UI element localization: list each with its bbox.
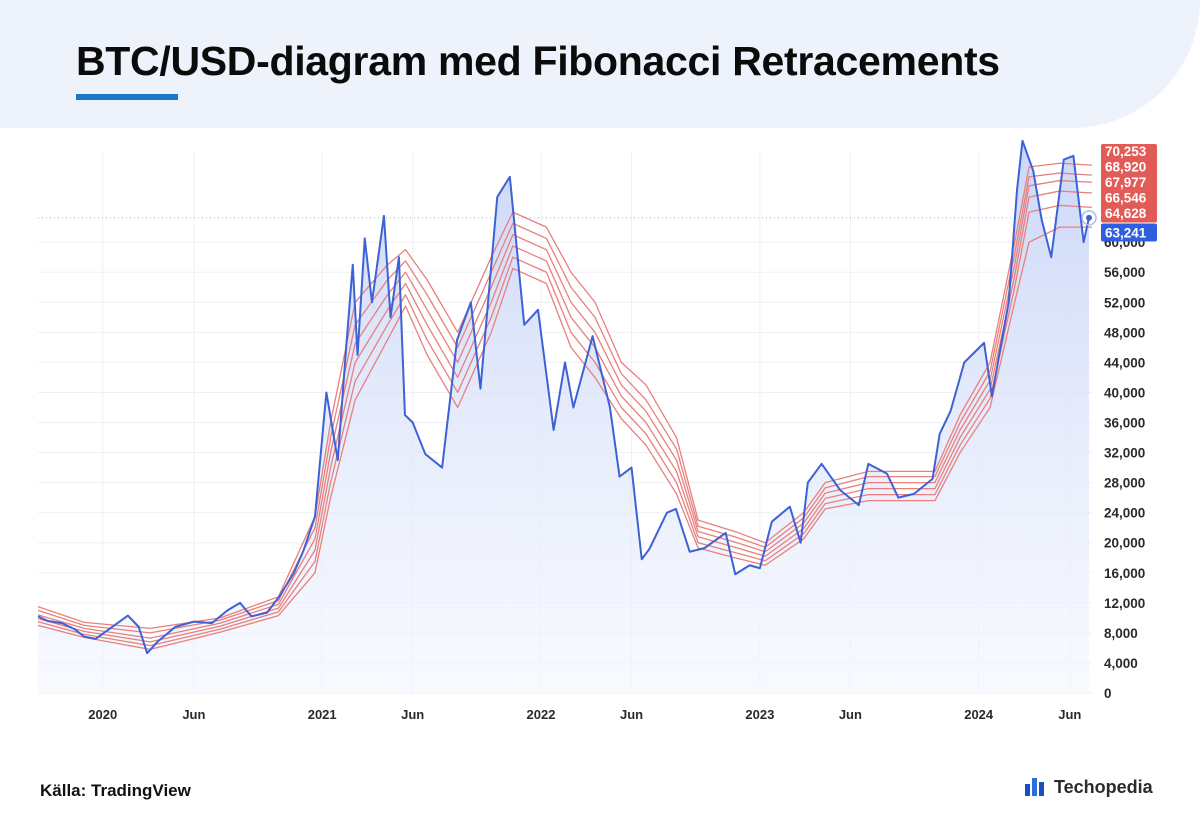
price-line xyxy=(37,139,1090,655)
fib-level-label: 67,977 xyxy=(1105,175,1146,190)
y-tick-label: 4,000 xyxy=(1104,656,1138,671)
y-tick-label: 28,000 xyxy=(1104,476,1145,491)
x-tick-label: 2020 xyxy=(88,707,117,722)
fib-level-label: 64,628 xyxy=(1105,206,1147,221)
x-tick-label: 2021 xyxy=(308,707,337,722)
x-axis: 2020 Jun 2021 Jun 2022 Jun 2023 Jun 2024 Jun xyxy=(88,707,1081,722)
price-area-fill xyxy=(38,140,1090,693)
fib-level-label: 70,253 xyxy=(1105,144,1147,159)
fib-line-2 xyxy=(37,172,1093,634)
x-tick-label: Jun xyxy=(401,707,424,722)
fib-line-1 xyxy=(37,162,1093,630)
current-price-marker xyxy=(1086,214,1093,221)
y-tick-label: 24,000 xyxy=(1104,506,1145,521)
y-tick-label: 12,000 xyxy=(1104,596,1145,611)
fib-badge-stack xyxy=(1101,144,1157,223)
brand-name: Techopedia xyxy=(1054,776,1153,797)
x-tick-label: 2024 xyxy=(964,707,994,722)
y-tick-label: 36,000 xyxy=(1104,416,1145,431)
fib-level-label: 68,920 xyxy=(1105,160,1146,175)
y-tick-label: 52,000 xyxy=(1104,295,1145,310)
fib-line-3 xyxy=(37,179,1093,639)
current-price-badge xyxy=(1101,223,1157,242)
x-tick-label: 2022 xyxy=(527,707,556,722)
btc-fib-chart[interactable]: 2020 Jun 2021 Jun 2022 Jun 2023 Jun 2024 Jun 0 4,0… xyxy=(0,139,1200,740)
y-tick-label: 40,000 xyxy=(1104,385,1145,400)
title-underline xyxy=(76,94,178,100)
x-tick-label: Jun xyxy=(182,707,205,722)
page-title: BTC/USD-diagram med Fibonacci Retracemen… xyxy=(76,38,1000,84)
x-tick-label: Jun xyxy=(839,707,862,722)
fib-level-label: 66,546 xyxy=(1105,191,1147,206)
y-tick-label: 8,000 xyxy=(1104,626,1138,641)
techopedia-logo-icon xyxy=(1025,778,1044,796)
fib-line-5 xyxy=(37,204,1093,647)
current-price-label: 63,241 xyxy=(1105,226,1147,241)
y-axis: 0 4,000 8,000 12,000 16,000 20,000 24,000 28,00… xyxy=(1104,235,1145,701)
y-tick-label: 20,000 xyxy=(1104,536,1145,551)
techopedia-logo[interactable]: Techopedia xyxy=(1024,776,1153,798)
fib-line-6 xyxy=(37,226,1092,651)
price-line-group xyxy=(37,139,1097,655)
source-label: Källa: TradingView xyxy=(40,781,191,800)
y-tick-label: 32,000 xyxy=(1104,446,1145,461)
x-tick-label: Jun xyxy=(620,707,643,722)
y-tick-label: 56,000 xyxy=(1104,265,1145,280)
y-tick-label: 48,000 xyxy=(1104,325,1145,340)
header-band xyxy=(0,0,1200,128)
x-tick-label: 2023 xyxy=(745,707,774,722)
current-price-marker-ring xyxy=(1081,210,1097,226)
chart-container: 2020 Jun 2021 Jun 2022 Jun 2023 Jun 2024 Jun 0 4,0… xyxy=(0,139,1200,740)
y-tick-label: 16,000 xyxy=(1104,566,1145,581)
y-tick-label: 44,000 xyxy=(1104,355,1145,370)
price-area xyxy=(38,140,1090,693)
y-tick-label: 0 xyxy=(1104,686,1112,701)
x-tick-label: Jun xyxy=(1058,707,1081,722)
